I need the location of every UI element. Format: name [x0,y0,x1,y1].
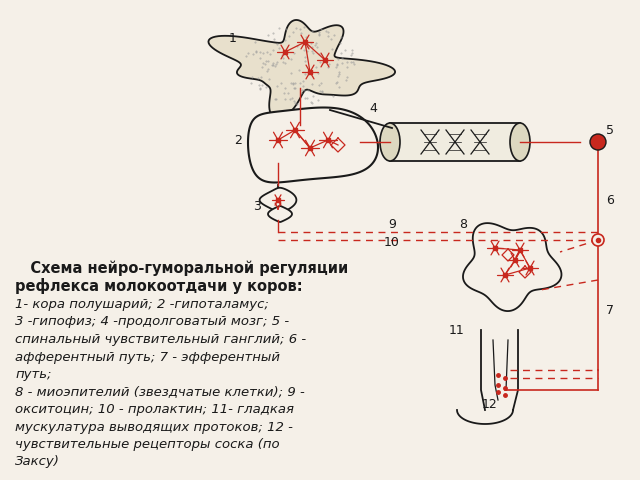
Text: 9: 9 [388,218,396,231]
Text: 1- кора полушарий; 2 -гипоталамус;
3 -гипофиз; 4 -продолговатый мозг; 5 -
спинал: 1- кора полушарий; 2 -гипоталамус; 3 -ги… [15,298,306,468]
Ellipse shape [380,123,400,161]
Text: 6: 6 [606,193,614,206]
Ellipse shape [510,123,530,161]
Polygon shape [463,223,561,311]
Text: Схема нейро-гуморальной регуляции
рефлекса молокоотдачи у коров:: Схема нейро-гуморальной регуляции рефлек… [15,260,348,294]
Circle shape [590,134,606,150]
Polygon shape [209,20,395,119]
Text: 5: 5 [606,123,614,136]
FancyBboxPatch shape [390,123,520,161]
Text: 3: 3 [253,201,261,214]
Text: 2: 2 [234,133,242,146]
Polygon shape [268,206,292,222]
Polygon shape [248,108,378,182]
Text: 12: 12 [482,398,498,411]
Text: 7: 7 [606,303,614,316]
Text: 10: 10 [384,236,400,249]
Text: 11: 11 [449,324,465,336]
Polygon shape [260,188,296,212]
Text: 1: 1 [229,32,237,45]
Text: 4: 4 [369,101,377,115]
Text: 8: 8 [459,218,467,231]
Circle shape [592,234,604,246]
